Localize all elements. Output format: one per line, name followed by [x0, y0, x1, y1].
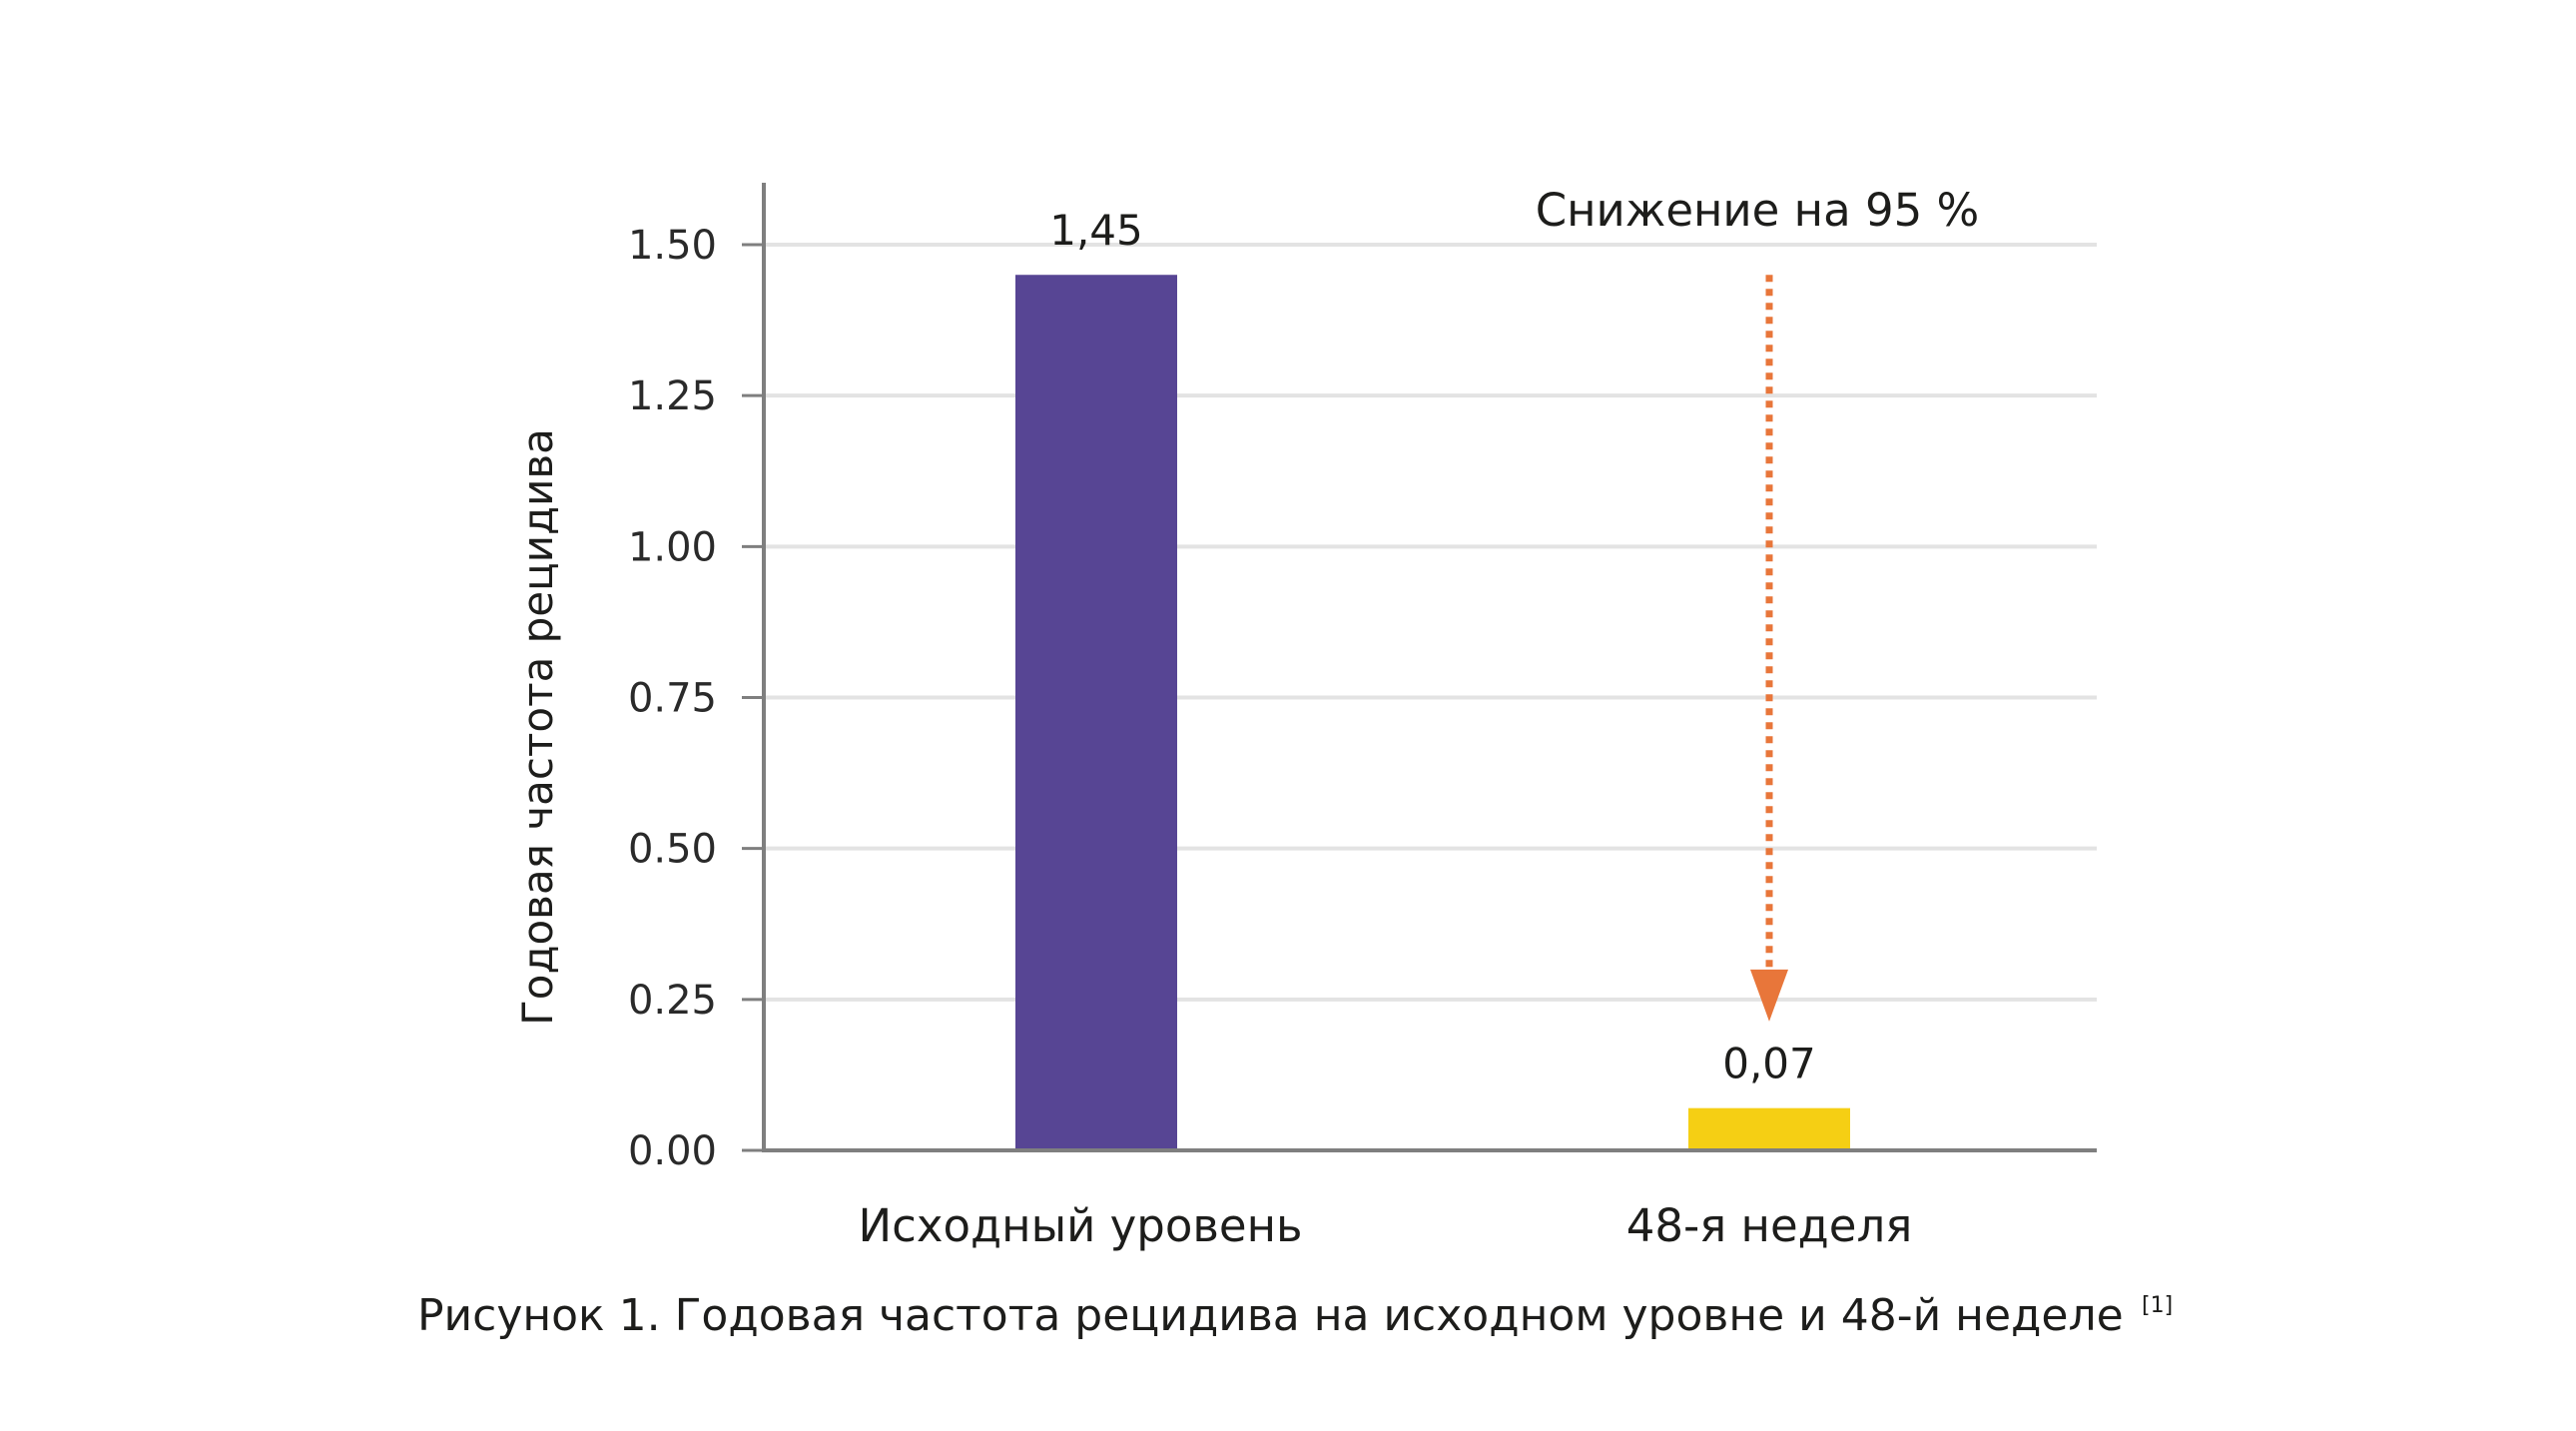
- category-labels: Исходный уровень 48-я неделя: [858, 1199, 1912, 1252]
- y-tick-label: 0.50: [628, 827, 717, 873]
- annotation: Снижение на 95 %: [1536, 184, 1980, 1022]
- y-tick-label: 1.00: [628, 524, 717, 570]
- grid-lines: [764, 243, 2097, 1002]
- caption-reference: [1]: [2142, 1293, 2173, 1318]
- bars: [1015, 275, 1850, 1150]
- y-tick-label: 0.25: [628, 978, 717, 1024]
- axes: [742, 183, 2097, 1152]
- y-axis-title: Годовая частота рецидива: [513, 428, 562, 1026]
- annotation-text: Снижение на 95 %: [1536, 184, 1980, 237]
- bar-baseline: [1015, 275, 1177, 1150]
- data-label: 0,07: [1722, 1040, 1816, 1088]
- category-label: 48-я неделя: [1626, 1199, 1913, 1252]
- caption-text: Рисунок 1. Годовая частота рецидива на и…: [417, 1290, 2124, 1341]
- y-tick-label: 1.25: [628, 373, 717, 419]
- data-label: 1,45: [1049, 206, 1143, 255]
- y-tick-label: 0.75: [628, 676, 717, 722]
- y-tick-label: 1.50: [628, 223, 717, 269]
- category-label: Исходный уровень: [858, 1199, 1302, 1252]
- annotation-arrow-head-icon: [1750, 969, 1788, 1022]
- y-tick-label: 0.00: [628, 1128, 717, 1174]
- data-labels: 1,45 0,07: [1049, 206, 1816, 1087]
- bar-week-48: [1688, 1107, 1850, 1150]
- figure-caption: Рисунок 1. Годовая частота рецидива на и…: [417, 1290, 2173, 1341]
- y-tick-labels: 0.00 0.25 0.50 0.75 1.00 1.25 1.50: [628, 223, 717, 1174]
